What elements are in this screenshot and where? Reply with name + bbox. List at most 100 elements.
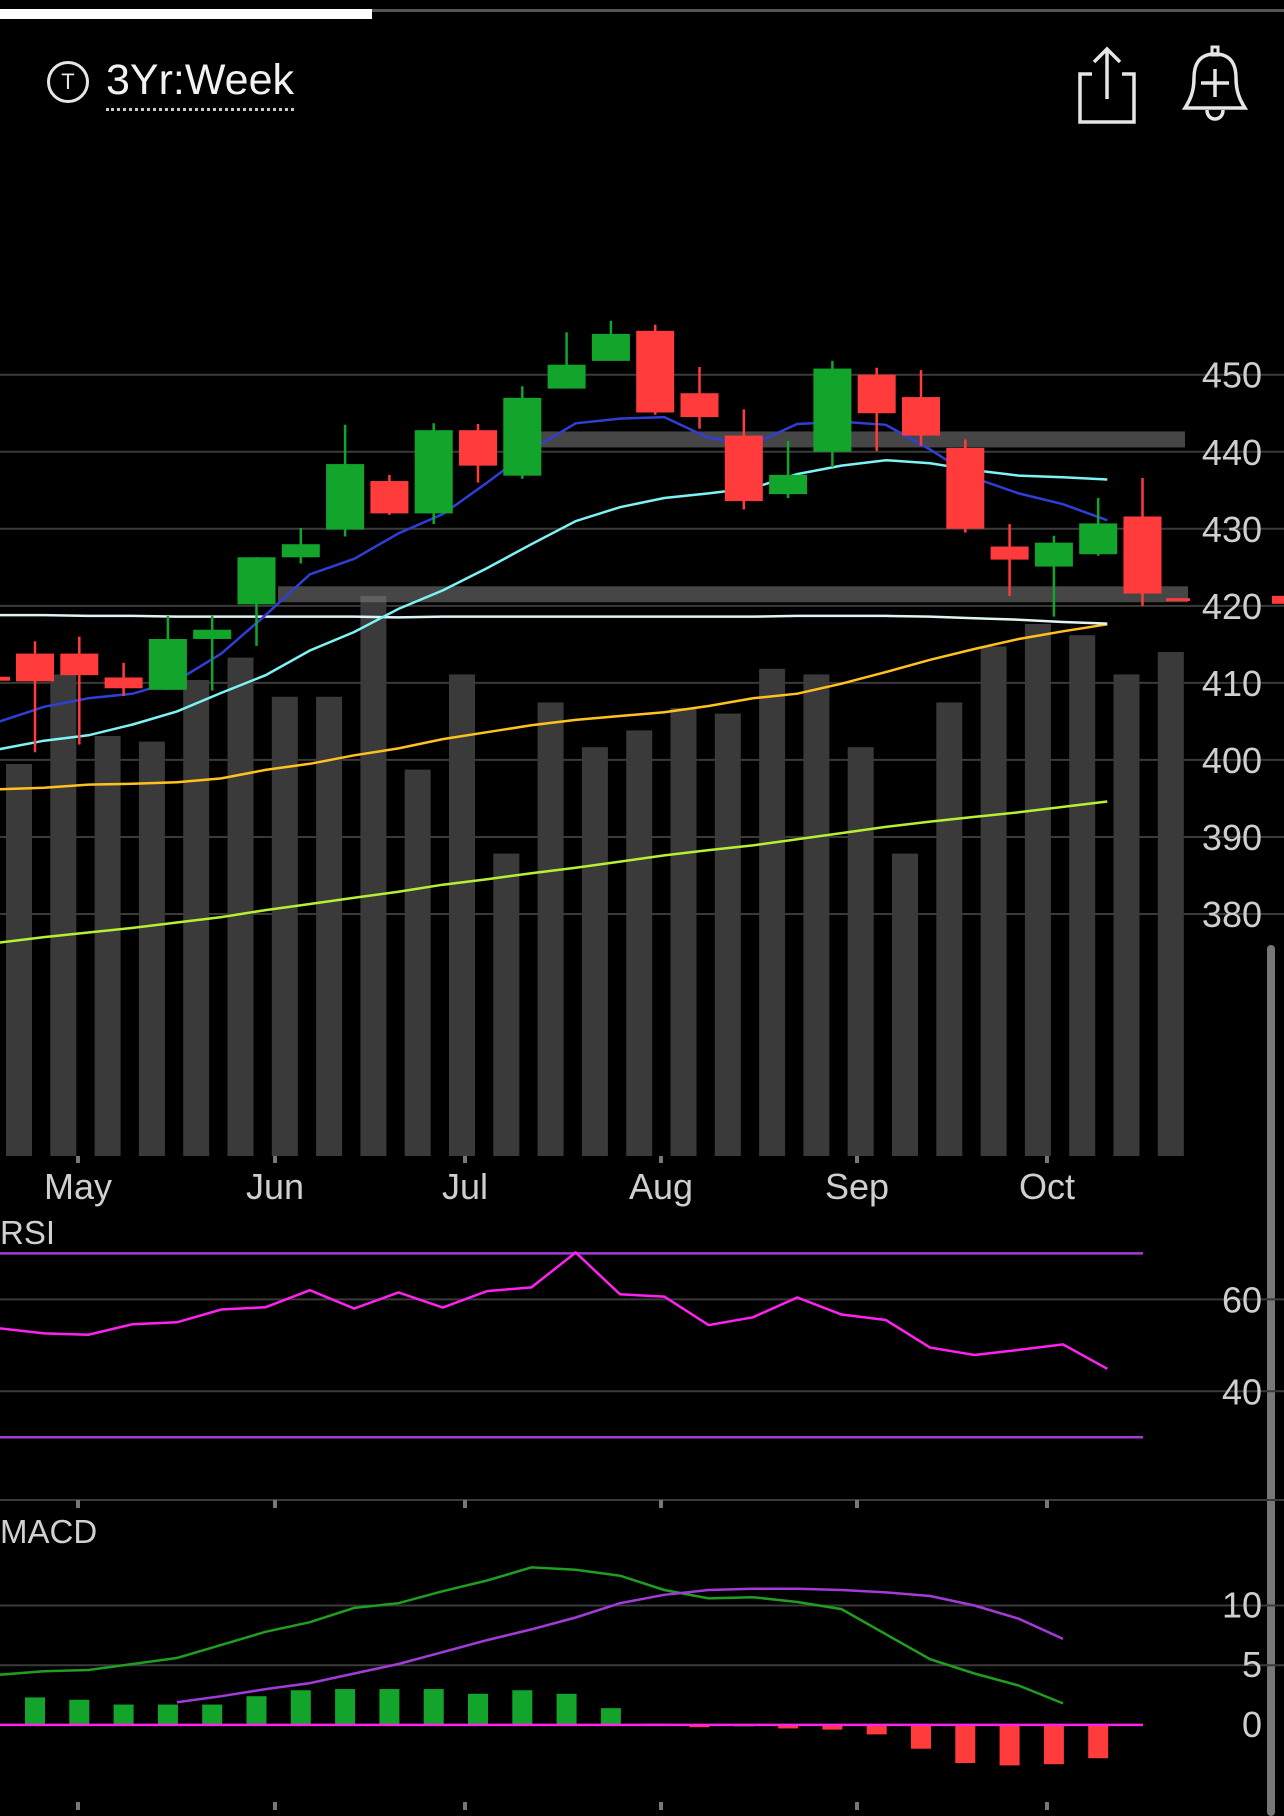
volume-bar <box>6 764 32 1156</box>
macd-hist-bar-down <box>955 1724 976 1764</box>
macd-tick-label: 10 <box>1222 1585 1262 1626</box>
macd-hist-bar-up <box>335 1689 356 1725</box>
volume-bar <box>360 596 387 1156</box>
macd-hist-bar-up <box>290 1690 311 1725</box>
volume-bar <box>714 713 741 1156</box>
candle-up <box>547 364 586 389</box>
macd-hist-bar-down <box>1043 1724 1064 1765</box>
progress-track <box>0 9 1284 12</box>
macd-hist-bar-up <box>246 1696 267 1725</box>
macd-hist-bar-up <box>379 1689 400 1725</box>
volume-bar <box>759 668 786 1156</box>
rsi-tick-label: 60 <box>1222 1279 1262 1320</box>
volume-bar <box>581 747 608 1156</box>
macd-panel-title: MACD <box>0 1513 97 1550</box>
macd-hist-bar-down <box>822 1724 843 1730</box>
macd-hist-bar-down <box>866 1724 887 1735</box>
macd-hist-bar-up <box>69 1699 90 1725</box>
candle-up <box>281 544 320 558</box>
candle-down <box>724 435 763 502</box>
volume-bar <box>803 674 830 1156</box>
sma-mid-line <box>0 458 1108 751</box>
macd-hist-bar-up <box>25 1697 45 1725</box>
vertical-scrollbar <box>1267 945 1275 1816</box>
macd-hist-bar-up <box>157 1704 178 1725</box>
price-tick-label: 380 <box>1202 894 1262 935</box>
macd-hist-bar-up <box>423 1689 444 1725</box>
candle-down <box>857 374 896 414</box>
macd-hist-bar-up <box>468 1693 488 1725</box>
macd-hist-bar-up <box>512 1690 533 1725</box>
candle-down <box>459 430 497 466</box>
macd-hist-bar-up <box>556 1693 577 1725</box>
candle-down <box>636 330 675 413</box>
share-button[interactable] <box>1072 44 1142 126</box>
candle-up <box>148 638 187 690</box>
month-label: Jun <box>246 1166 304 1207</box>
price-tick-label: 440 <box>1202 432 1262 473</box>
candle-down <box>990 546 1029 560</box>
price-marker <box>1166 598 1190 602</box>
add-alert-button[interactable] <box>1180 42 1250 126</box>
volume-bar <box>316 696 343 1156</box>
add-alert-bell-icon <box>1181 45 1249 121</box>
macd-hist-bar-down <box>911 1724 931 1749</box>
candle-up <box>1079 523 1118 555</box>
macd-hist-bar-up <box>202 1704 223 1725</box>
candle-up <box>591 333 630 361</box>
volume-bar <box>1024 624 1051 1156</box>
volume-bar <box>227 657 254 1156</box>
price-tick-label: 410 <box>1202 663 1262 704</box>
volume-bar <box>892 853 918 1156</box>
macd-hist-bar-up <box>113 1704 134 1725</box>
candle-up <box>769 474 808 495</box>
volume-bar <box>138 741 165 1156</box>
candle-down <box>60 653 99 676</box>
volume-bar <box>404 769 431 1156</box>
sma-long-flat-line <box>0 613 1108 625</box>
macd-tick-label: 0 <box>1242 1704 1262 1745</box>
price-marker <box>1272 595 1284 604</box>
volume-bar <box>537 702 564 1156</box>
volume-bar <box>94 736 121 1156</box>
share-icon <box>1078 46 1136 124</box>
price-tick-label: 450 <box>1202 355 1262 396</box>
price-zone-band <box>525 431 1185 448</box>
price-tick-label: 390 <box>1202 817 1262 858</box>
top-bar: T 3Yr:Week <box>0 40 1284 130</box>
macd-hist-bar-down <box>999 1724 1020 1766</box>
volume-bar <box>670 708 697 1156</box>
candle-up <box>237 557 276 605</box>
candle-up <box>1034 542 1073 567</box>
candle-down <box>104 677 143 689</box>
rsi-panel-title: RSI <box>0 1214 55 1251</box>
price-tick-label: 400 <box>1202 740 1262 781</box>
sma-200-line <box>0 800 1108 944</box>
macd-hist-bar-down <box>1088 1724 1109 1759</box>
volume-bar <box>1069 635 1096 1156</box>
candle-down <box>16 653 54 682</box>
price-zone-band <box>278 586 1188 603</box>
volume-bar <box>271 696 298 1156</box>
candle-up <box>813 368 852 452</box>
volume-bar <box>980 646 1007 1156</box>
time-range-selector[interactable]: 3Yr:Week <box>106 54 294 111</box>
candle-down <box>370 481 409 514</box>
candle-down <box>1123 516 1162 594</box>
price-tick-label: 420 <box>1202 586 1262 627</box>
macd-signal-line <box>176 1587 1064 1704</box>
volume-bar <box>449 674 475 1156</box>
progress-bar <box>0 9 373 19</box>
volume-bar <box>1113 674 1140 1156</box>
macd-line <box>0 1566 1064 1705</box>
rsi-line <box>0 1250 1108 1370</box>
month-label: Oct <box>1019 1166 1075 1207</box>
range-t-icon[interactable]: T <box>47 61 89 103</box>
candle-up <box>503 397 542 476</box>
volume-bar <box>493 853 520 1156</box>
candle-up <box>414 430 453 514</box>
volume-bar <box>50 674 77 1156</box>
candle-up <box>193 629 232 639</box>
month-label: Sep <box>825 1166 889 1207</box>
